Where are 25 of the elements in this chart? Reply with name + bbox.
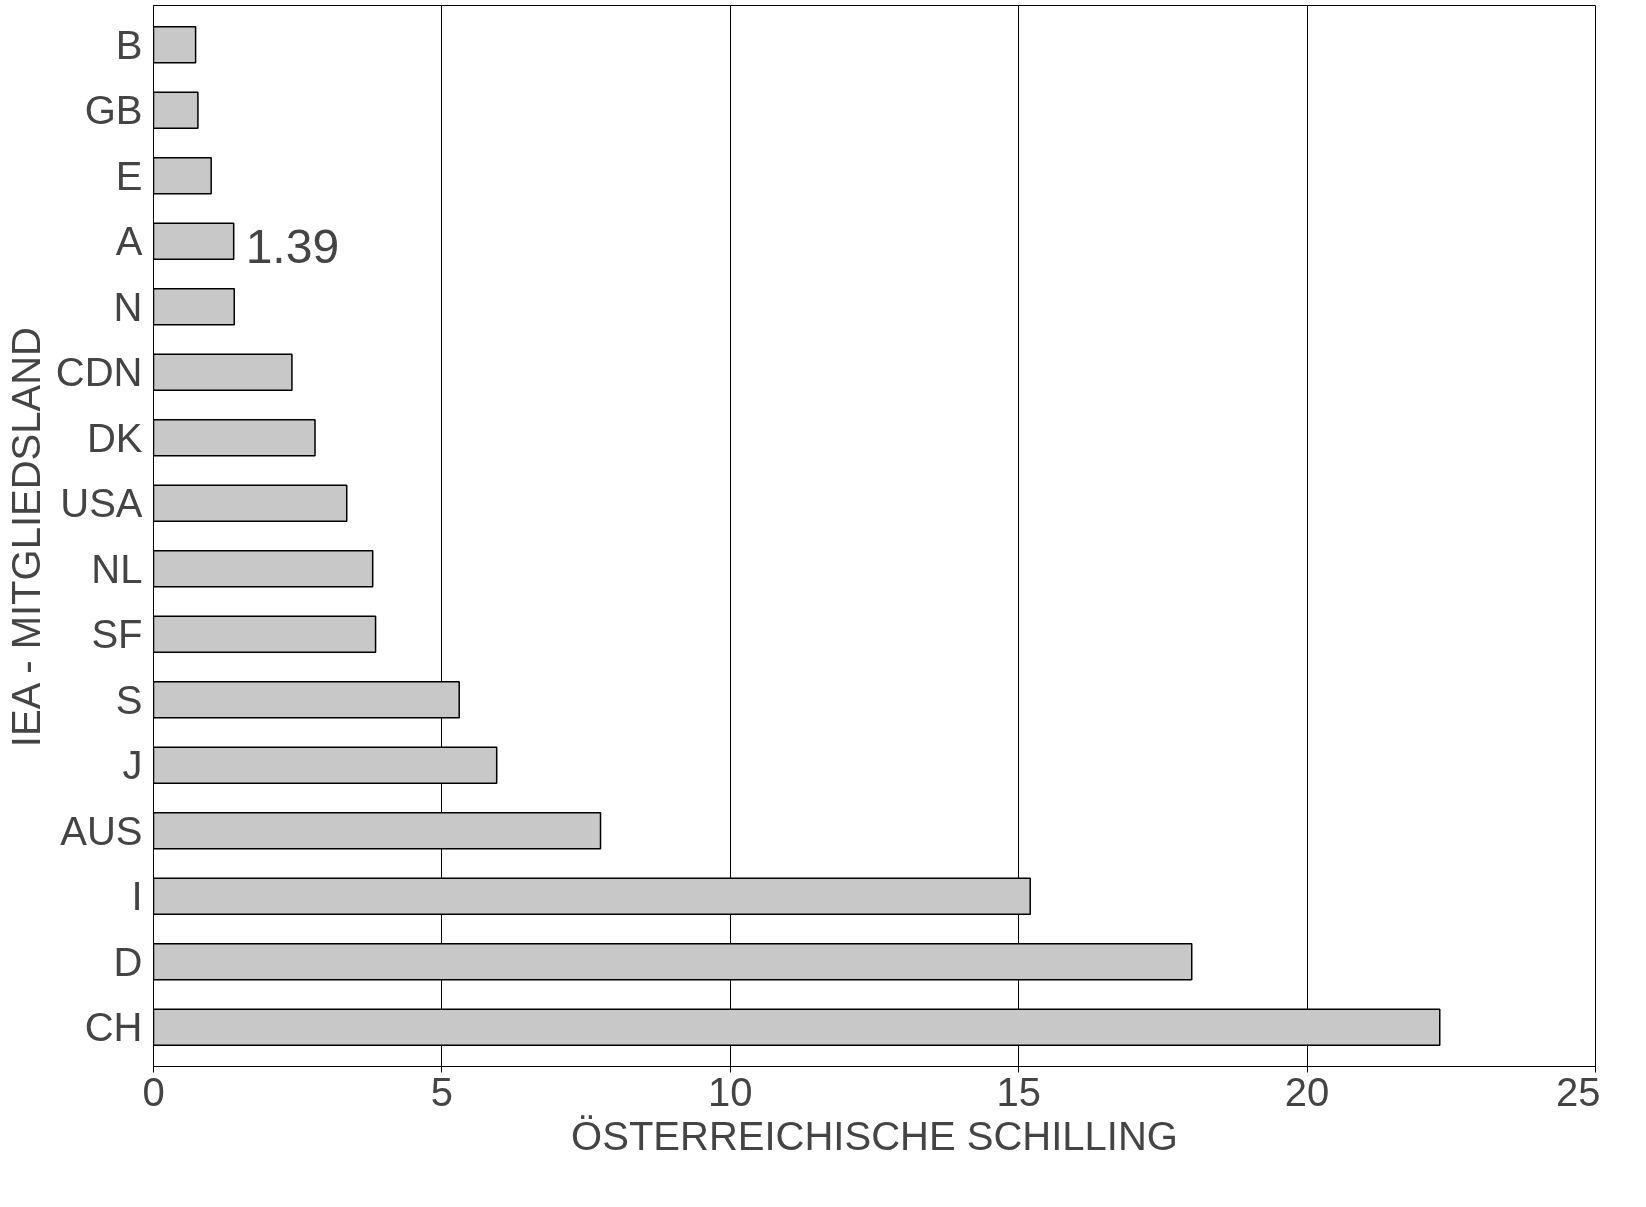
y-tick-label: NL [91, 546, 143, 591]
y-tick-label: A [115, 219, 143, 264]
y-tick-label: S [115, 677, 143, 722]
x-tick-label: 25 [1556, 1069, 1601, 1114]
y-tick-label: D [113, 939, 143, 984]
y-tick-label: USA [60, 481, 143, 526]
y-tick-label: E [115, 153, 143, 198]
x-axis-title: ÖSTERREICHISCHE SCHILLING [571, 1113, 1178, 1158]
y-tick-label: DK [86, 415, 143, 460]
annotation: 1.39 [245, 219, 340, 273]
y-tick-label: N [113, 284, 143, 329]
y-tick-label: CH [84, 1005, 143, 1050]
y-tick-label: B [115, 22, 143, 67]
x-tick-label: 0 [142, 1069, 165, 1114]
y-tick-label: CDN [55, 350, 143, 395]
y-axis-title: IEA - MITGLIEDSLAND [3, 327, 48, 748]
y-tick-label: GB [84, 88, 143, 133]
x-tick-label: 5 [430, 1069, 454, 1114]
x-tick-label: 20 [1284, 1069, 1330, 1114]
x-tick-label: 15 [996, 1069, 1041, 1114]
y-tick-label: I [131, 874, 143, 919]
y-tick-label: SF [91, 612, 143, 657]
x-tick-label: 10 [708, 1069, 753, 1114]
y-tick-label: AUS [60, 808, 143, 853]
y-tick-label: J [122, 743, 143, 788]
